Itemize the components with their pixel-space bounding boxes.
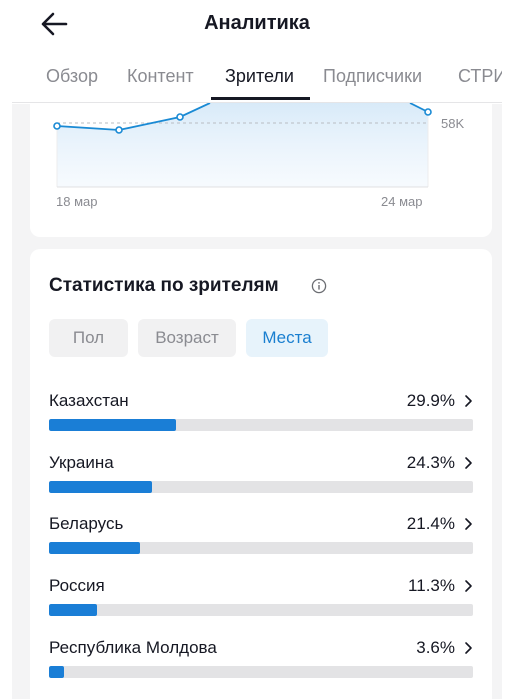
- progress-fill: [49, 481, 153, 493]
- x-tick-label: 24 мар: [381, 194, 423, 209]
- chevron-right-icon: [465, 518, 472, 530]
- filter-age[interactable]: Возраст: [138, 319, 236, 357]
- info-icon[interactable]: [311, 278, 327, 294]
- tab-bar: Обзор Контент Зрители Подписчики СТРИ: [12, 60, 502, 102]
- location-name: Республика Молдова: [49, 638, 217, 657]
- section-title: Статистика по зрителям: [49, 275, 279, 296]
- page-title: Аналитика: [204, 12, 310, 34]
- chart-line: [56, 103, 211, 131]
- progress-track: [49, 666, 473, 678]
- audience-stats-card: Статистика по зрителям Пол Возраст Места…: [30, 249, 492, 699]
- location-percent: 3.6%: [416, 638, 455, 657]
- chevron-right-icon: [465, 457, 472, 469]
- location-row[interactable]: Беларусь 21.4%: [49, 514, 473, 574]
- location-percent: 21.4%: [406, 514, 455, 533]
- back-arrow-icon[interactable]: [38, 10, 70, 38]
- location-row[interactable]: Украина 24.3%: [49, 453, 473, 513]
- tab-viewers[interactable]: Зрители: [225, 66, 294, 86]
- location-row[interactable]: Казахстан 29.9%: [49, 391, 473, 451]
- chevron-right-icon: [465, 395, 472, 407]
- location-percent: 29.9%: [406, 391, 455, 410]
- chart-card: 58K 18 мар 24 мар: [30, 103, 492, 237]
- tab-live[interactable]: СТРИ: [458, 66, 502, 86]
- header: Аналитика Обзор Контент Зрители Подписчи…: [12, 0, 502, 104]
- tab-divider: [12, 102, 502, 103]
- location-name: Украина: [49, 453, 114, 472]
- x-tick-label: 18 мар: [56, 194, 98, 209]
- progress-track: [49, 542, 473, 554]
- location-row[interactable]: Россия 11.3%: [49, 576, 473, 636]
- progress-fill: [49, 604, 97, 616]
- tab-followers[interactable]: Подписчики: [323, 66, 423, 86]
- progress-track: [49, 419, 473, 431]
- location-name: Россия: [49, 576, 105, 595]
- location-row[interactable]: Республика Молдова 3.6%: [49, 638, 473, 698]
- location-percent: 24.3%: [406, 453, 455, 472]
- progress-fill: [49, 542, 140, 554]
- data-point: [176, 113, 184, 121]
- data-point: [115, 126, 123, 134]
- data-point: [424, 108, 432, 116]
- active-tab-indicator: [211, 97, 310, 100]
- chevron-right-icon: [465, 580, 472, 592]
- progress-fill: [49, 666, 65, 678]
- location-name: Казахстан: [49, 391, 129, 410]
- location-percent: 11.3%: [408, 576, 455, 595]
- app-screen: Аналитика Обзор Контент Зрители Подписчи…: [12, 0, 502, 699]
- filter-gender[interactable]: Пол: [49, 319, 128, 357]
- tab-overview[interactable]: Обзор: [46, 66, 98, 86]
- progress-track: [49, 604, 473, 616]
- location-name: Беларусь: [49, 514, 124, 533]
- progress-track: [49, 481, 473, 493]
- progress-fill: [49, 419, 176, 431]
- filter-locations[interactable]: Места: [246, 319, 328, 357]
- reference-value-label: 58K: [441, 116, 465, 131]
- data-point: [53, 122, 61, 130]
- chevron-right-icon: [465, 642, 472, 654]
- chart-area: [57, 103, 428, 187]
- viewers-chart: [53, 103, 432, 188]
- tab-content[interactable]: Контент: [127, 66, 194, 86]
